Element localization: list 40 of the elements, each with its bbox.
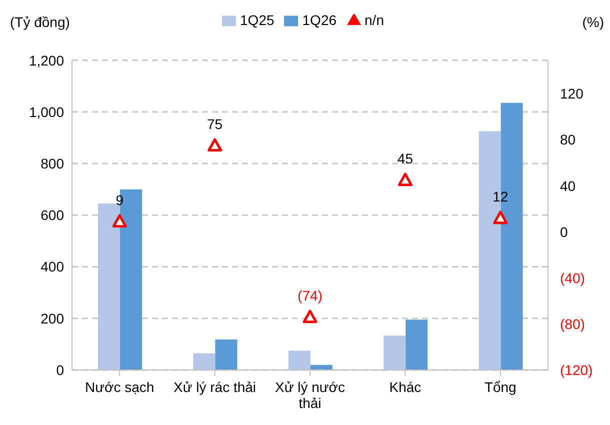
y-tick-label: 600 bbox=[40, 207, 64, 224]
y2-tick-label: 0 bbox=[560, 224, 568, 240]
y-tick-label: 0 bbox=[56, 362, 64, 378]
y2-tick-label: 120 bbox=[560, 86, 584, 102]
bar bbox=[288, 350, 310, 370]
y-tick-label: 1,000 bbox=[28, 104, 64, 120]
data-label: 45 bbox=[397, 150, 414, 167]
point bbox=[398, 172, 412, 186]
data-label: 9 bbox=[116, 192, 124, 208]
data-label: 12 bbox=[492, 188, 508, 205]
data-label: (74) bbox=[298, 288, 322, 304]
legend-label: 1Q25 bbox=[240, 12, 274, 28]
point bbox=[302, 310, 318, 324]
x-tick-label: Xử lý nước thải bbox=[275, 379, 345, 411]
y2-tick-label: (40) bbox=[560, 270, 585, 286]
x-tick-label: Nước sạch bbox=[85, 379, 154, 395]
legend-label: n/n bbox=[364, 12, 384, 28]
point bbox=[112, 214, 127, 228]
bar bbox=[215, 340, 238, 370]
y-tick-label: 200 bbox=[40, 310, 64, 326]
data-label: 75 bbox=[207, 116, 223, 132]
bar bbox=[193, 353, 216, 370]
x-tick-label: Xử lý rác thải bbox=[174, 379, 256, 395]
y-tick-label: 400 bbox=[40, 258, 64, 275]
y-axis-title: (Tỷ đồng) bbox=[10, 14, 70, 30]
y2-axis-title: (%) bbox=[582, 14, 604, 30]
y2-tick-label: 80 bbox=[560, 132, 576, 148]
bar bbox=[406, 320, 428, 370]
x-tick-label: Khác bbox=[389, 379, 422, 395]
y2-tick-label: (80) bbox=[560, 316, 585, 332]
bar bbox=[98, 204, 120, 370]
x-tick-label: Tổng bbox=[484, 379, 516, 395]
bar bbox=[384, 336, 406, 370]
point bbox=[493, 210, 508, 224]
y-tick-label: 1,200 bbox=[28, 52, 64, 68]
legend-label: 1Q26 bbox=[302, 12, 337, 28]
point bbox=[208, 138, 222, 152]
y2-tick-label: (120) bbox=[560, 362, 593, 378]
y2-tick-label: 40 bbox=[560, 178, 576, 194]
y-tick-label: 800 bbox=[40, 156, 64, 172]
